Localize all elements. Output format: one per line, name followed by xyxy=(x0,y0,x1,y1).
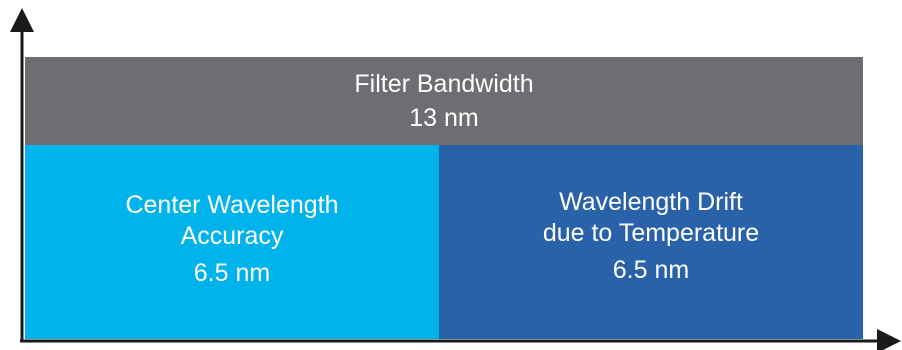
wavelength-drift-value: 6.5 nm xyxy=(612,255,690,284)
arrow-right-icon xyxy=(877,329,901,350)
filter-bandwidth-value: 13 nm xyxy=(409,104,479,132)
center-wavelength-accuracy-label-line2: Accuracy xyxy=(180,221,284,250)
wavelength-drift-block: Wavelength Drift due to Temperature 6.5 … xyxy=(439,145,863,339)
wavelength-drift-label-line2: due to Temperature xyxy=(542,218,760,247)
wavelength-drift-label-line1: Wavelength Drift xyxy=(559,187,743,216)
arrow-up-icon xyxy=(10,8,34,32)
center-wavelength-accuracy-value: 6.5 nm xyxy=(193,258,271,287)
center-wavelength-accuracy-label-line1: Center Wavelength xyxy=(125,190,339,219)
center-wavelength-accuracy-block: Center Wavelength Accuracy 6.5 nm xyxy=(25,145,439,339)
filter-bandwidth-label: Filter Bandwidth xyxy=(354,70,534,98)
filter-bandwidth-block: Filter Bandwidth 13 nm xyxy=(25,57,863,145)
